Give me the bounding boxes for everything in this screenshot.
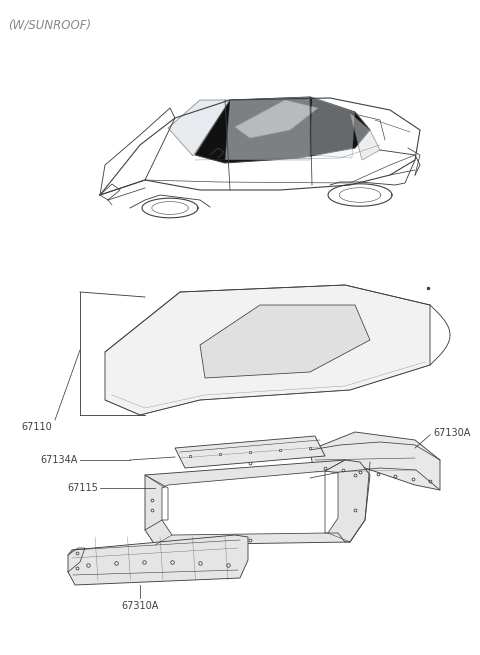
- Text: 67115: 67115: [67, 483, 98, 493]
- Polygon shape: [162, 471, 338, 535]
- Text: 67130A: 67130A: [433, 428, 470, 438]
- Text: 67134A: 67134A: [41, 455, 78, 465]
- Polygon shape: [235, 100, 318, 138]
- Polygon shape: [68, 535, 248, 585]
- Polygon shape: [145, 460, 370, 545]
- Text: (W/SUNROOF): (W/SUNROOF): [8, 18, 91, 31]
- Text: 67310A: 67310A: [121, 601, 159, 611]
- Polygon shape: [310, 432, 440, 490]
- Polygon shape: [310, 97, 355, 158]
- Polygon shape: [175, 436, 325, 468]
- Text: 67110: 67110: [21, 422, 52, 432]
- Polygon shape: [225, 97, 310, 160]
- Polygon shape: [350, 113, 380, 160]
- Polygon shape: [168, 100, 230, 156]
- Polygon shape: [200, 305, 370, 378]
- Polygon shape: [195, 97, 370, 163]
- Polygon shape: [105, 285, 430, 415]
